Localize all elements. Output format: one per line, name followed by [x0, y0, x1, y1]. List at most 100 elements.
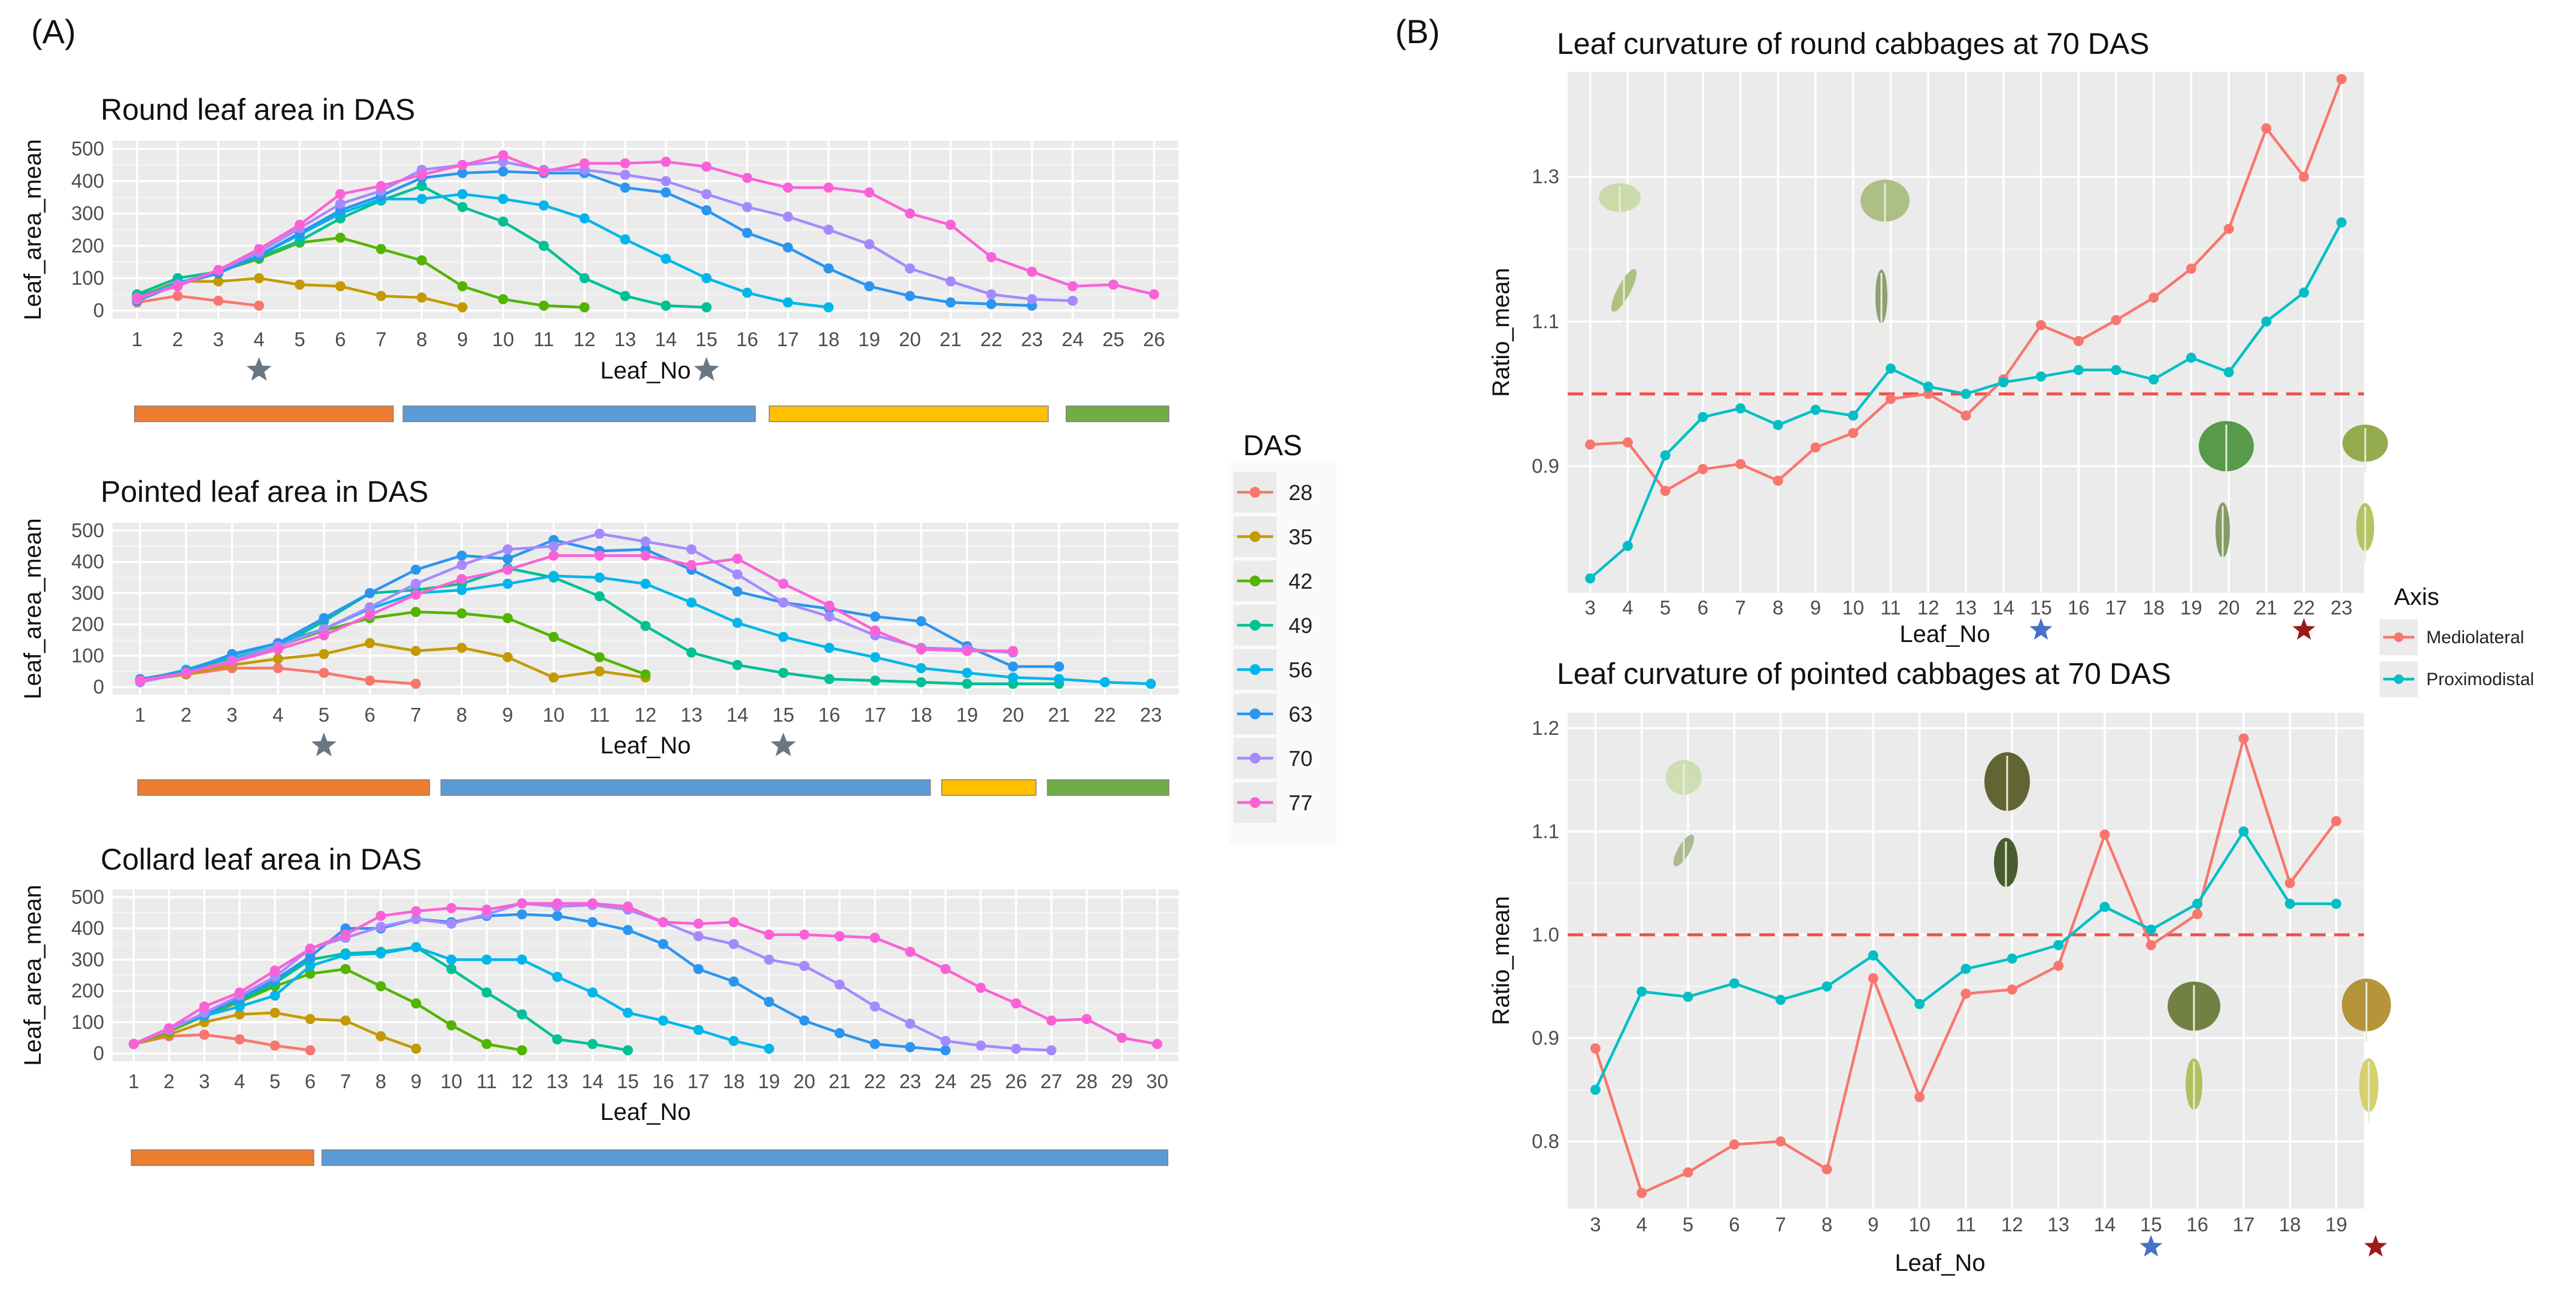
data-point-das-63 [1054, 661, 1065, 672]
y-tick-label: 100 [71, 644, 104, 667]
data-point-das-56 [916, 663, 926, 674]
data-point-proximodistal [1914, 998, 1925, 1009]
y-tick-label: 0.9 [1532, 1026, 1559, 1049]
series-line-das-63 [133, 913, 946, 1052]
data-point-das-56 [594, 572, 605, 583]
x-tick-label: 5 [294, 328, 305, 350]
data-point-das-42 [548, 631, 559, 642]
data-point-mediolateral [1960, 410, 1971, 421]
data-point-mediolateral [2336, 74, 2347, 84]
data-point-das-70 [660, 176, 671, 186]
data-point-mediolateral [1590, 1043, 1601, 1054]
x-tick-label: 7 [1735, 596, 1745, 619]
stage-bar [1065, 405, 1169, 422]
x-tick-label: 14 [2094, 1213, 2116, 1236]
x-tick-label: 25 [970, 1070, 992, 1092]
data-point-das-77 [340, 929, 351, 940]
data-point-proximodistal [1822, 981, 1832, 992]
x-tick-label: 11 [534, 328, 554, 350]
data-point-das-77 [1117, 1032, 1128, 1043]
data-point-das-56 [701, 273, 712, 283]
data-point-das-56 [548, 571, 559, 582]
data-point-das-77 [870, 625, 881, 636]
data-point-das-63 [864, 281, 875, 292]
stage-bar [402, 405, 756, 422]
data-point-das-63 [502, 553, 513, 564]
y-tick-label: 0 [93, 1042, 104, 1064]
data-point-das-56 [1145, 679, 1156, 689]
x-tick-label: 18 [817, 328, 840, 350]
data-point-das-70 [446, 918, 457, 929]
data-point-das-70 [693, 931, 704, 941]
y-tick-label: 1.0 [1532, 923, 1559, 946]
data-point-das-42 [481, 1038, 492, 1049]
data-point-das-28 [254, 300, 265, 311]
data-point-das-56 [416, 193, 427, 204]
x-tick-label: 8 [416, 328, 427, 350]
x-tick-label: 16 [652, 1070, 674, 1092]
x-tick-label: 22 [864, 1070, 886, 1092]
data-point-proximodistal [1810, 404, 1821, 415]
marker-star [311, 732, 337, 756]
series-line-das-70 [137, 160, 1073, 302]
data-point-proximodistal [1735, 403, 1746, 414]
marker-star [2292, 618, 2316, 640]
legend-label-42: 42 [1289, 569, 1313, 593]
y-tick-label: 400 [71, 170, 104, 192]
legend-key-dot [2394, 674, 2404, 684]
data-point-proximodistal [2186, 352, 2196, 363]
x-tick-label: 19 [2325, 1213, 2347, 1236]
x-tick-label: 21 [2256, 596, 2278, 619]
data-point-das-77 [587, 898, 598, 909]
data-point-das-35 [335, 281, 346, 292]
data-point-das-63 [517, 909, 528, 920]
data-point-mediolateral [1585, 439, 1596, 450]
data-point-das-35 [305, 1014, 316, 1025]
x-tick-label: 2 [181, 704, 192, 726]
data-point-das-70 [823, 225, 834, 235]
data-point-das-56 [579, 213, 590, 224]
data-point-das-77 [498, 150, 508, 161]
data-point-proximodistal [2336, 217, 2347, 228]
x-tick-label: 16 [819, 704, 841, 726]
x-tick-label: 21 [1048, 704, 1070, 726]
data-point-proximodistal [1698, 411, 1708, 422]
data-point-das-77 [411, 906, 422, 917]
x-tick-label: 4 [234, 1070, 245, 1092]
data-point-das-49 [732, 659, 743, 670]
data-point-das-42 [340, 964, 351, 974]
data-point-das-49 [457, 202, 468, 213]
marker-star [771, 732, 796, 756]
y-tick-label: 500 [71, 138, 104, 160]
data-point-das-56 [269, 990, 280, 1001]
marker-star [2364, 1235, 2387, 1257]
x-tick-label: 26 [1143, 328, 1165, 350]
data-point-das-42 [498, 294, 508, 305]
data-point-das-70 [701, 189, 712, 199]
data-point-das-56 [446, 954, 457, 965]
data-point-das-28 [172, 290, 183, 301]
data-point-das-77 [502, 564, 513, 575]
data-point-das-49 [870, 676, 881, 686]
x-tick-label: 25 [1102, 328, 1125, 350]
data-point-das-56 [234, 1001, 245, 1012]
data-point-das-56 [552, 971, 563, 982]
x-tick-label: 7 [1775, 1213, 1786, 1236]
data-point-das-28 [199, 1029, 210, 1040]
data-point-das-35 [365, 638, 375, 649]
data-point-proximodistal [2192, 898, 2203, 909]
marker-star [246, 357, 272, 381]
x-tick-label: 9 [1868, 1213, 1878, 1236]
data-point-das-56 [962, 667, 972, 678]
data-point-das-70 [640, 536, 651, 547]
data-point-das-77 [905, 946, 916, 957]
data-point-das-35 [254, 273, 265, 283]
data-point-das-63 [319, 613, 329, 623]
data-point-das-28 [319, 667, 329, 678]
data-point-das-42 [517, 1045, 528, 1056]
y-tick-label: 100 [71, 267, 104, 289]
data-point-das-56 [640, 579, 651, 589]
panel-label-a: (A) [31, 13, 76, 50]
x-tick-label: 3 [213, 328, 223, 350]
data-point-proximodistal [1772, 420, 1783, 431]
